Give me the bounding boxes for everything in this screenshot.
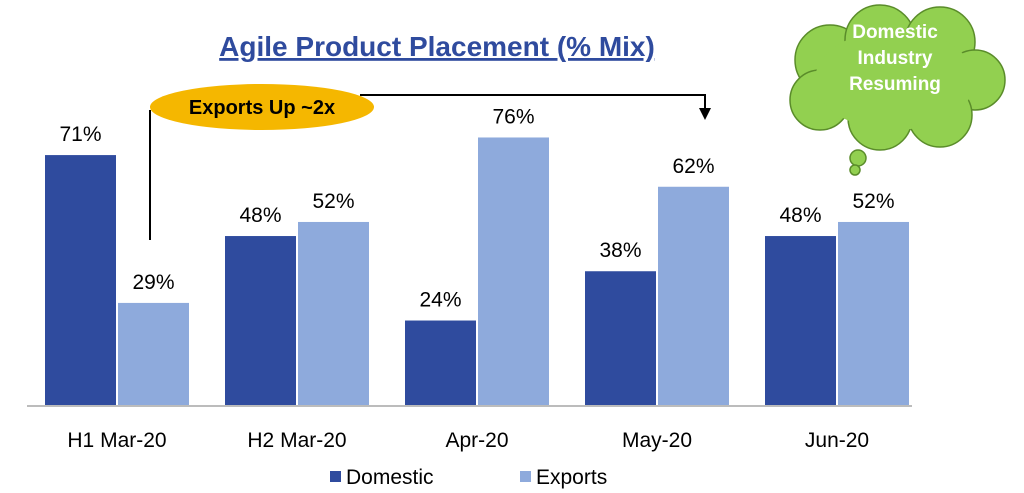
x-tick-label: Apr-20 xyxy=(445,429,508,452)
bar xyxy=(225,236,296,405)
bar xyxy=(658,187,729,405)
data-label: 29% xyxy=(132,271,174,294)
data-label: 24% xyxy=(419,289,461,312)
data-label: 38% xyxy=(599,239,641,262)
bar xyxy=(405,321,476,405)
annotation-text: Exports Up ~2x xyxy=(189,97,335,119)
data-label: 76% xyxy=(492,105,534,128)
x-tick-label: May-20 xyxy=(622,429,692,452)
data-label: 52% xyxy=(312,190,354,213)
bar xyxy=(118,303,189,405)
legend-label: Exports xyxy=(536,466,607,489)
x-tick-label: H2 Mar-20 xyxy=(247,429,346,452)
bar xyxy=(765,236,836,405)
bar xyxy=(838,222,909,405)
bar xyxy=(298,222,369,405)
bar xyxy=(478,137,549,405)
legend-swatch xyxy=(520,471,531,482)
data-label: 52% xyxy=(852,190,894,213)
data-label: 48% xyxy=(779,204,821,227)
chart-title: Agile Product Placement (% Mix) xyxy=(219,31,655,62)
legend-label: Domestic xyxy=(346,466,434,489)
data-label: 48% xyxy=(239,204,281,227)
chart: Agile Product Placement (% Mix) Exports … xyxy=(0,0,1024,493)
data-label: 62% xyxy=(672,155,714,178)
x-tick-label: Jun-20 xyxy=(805,429,869,452)
x-tick-label: H1 Mar-20 xyxy=(67,429,166,452)
bar xyxy=(45,155,116,405)
bar xyxy=(585,271,656,405)
legend-swatch xyxy=(330,471,341,482)
data-label: 71% xyxy=(59,123,101,146)
annotation-cloud-text-box: Domestic Industry Resuming xyxy=(830,20,960,130)
annotation-cloud-text: Domestic Industry Resuming xyxy=(830,20,960,98)
